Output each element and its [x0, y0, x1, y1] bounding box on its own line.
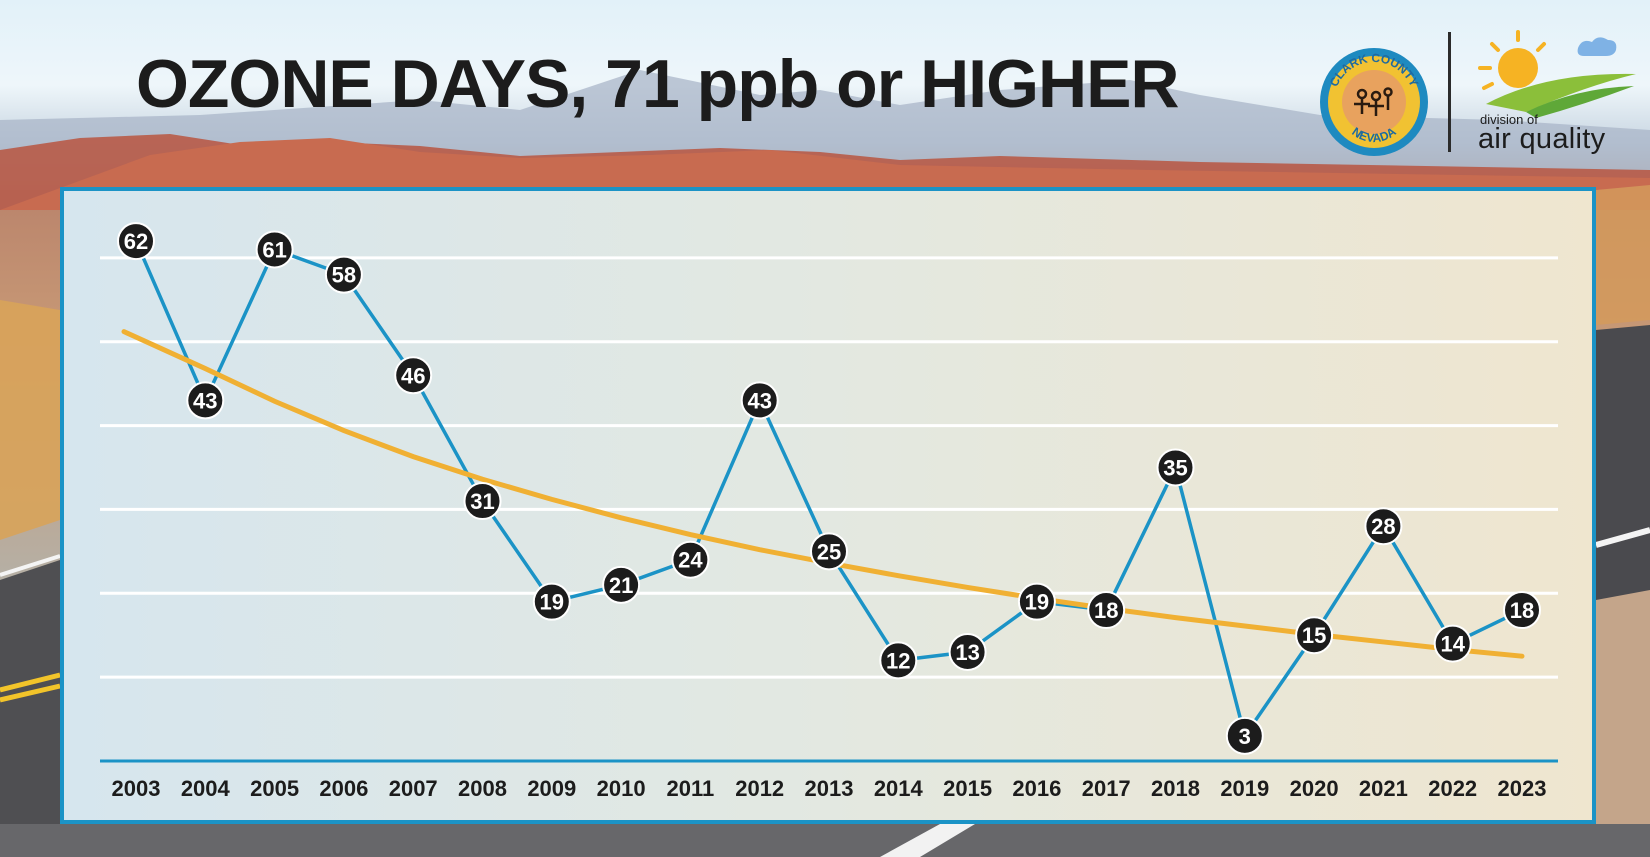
gridlines — [100, 256, 1558, 679]
series-line-ozone-days — [134, 240, 1523, 738]
x-tick-label-2011: 2011 — [667, 776, 715, 801]
x-tick-label-2021: 2021 — [1359, 776, 1408, 801]
x-tick-label-2010: 2010 — [597, 776, 646, 801]
data-marker — [1364, 507, 1403, 546]
x-tick-label-2009: 2009 — [527, 776, 576, 801]
data-label: 31 — [470, 489, 494, 514]
data-label: 18 — [1510, 598, 1534, 623]
data-marker — [1225, 716, 1264, 755]
x-tick-label-2005: 2005 — [250, 776, 299, 801]
data-point-2008: 31 — [463, 482, 502, 521]
x-tick-label-2012: 2012 — [735, 776, 784, 801]
x-tick-label-2022: 2022 — [1428, 776, 1477, 801]
data-label: 46 — [401, 363, 425, 388]
x-tick-label-2006: 2006 — [319, 776, 368, 801]
data-point-2007: 46 — [394, 356, 433, 395]
data-label: 14 — [1440, 632, 1465, 657]
data-label: 35 — [1163, 456, 1187, 481]
data-label: 58 — [332, 263, 356, 288]
data-point-2009: 19 — [532, 582, 571, 621]
data-marker — [463, 482, 502, 521]
clark-county-seal-logo: CLARK COUNTY NEVADA — [1320, 48, 1428, 156]
data-label: 61 — [262, 237, 286, 262]
x-tick-label-2016: 2016 — [1012, 776, 1061, 801]
data-point-2013: 25 — [810, 532, 848, 571]
division-of-air-quality-logo — [1478, 30, 1636, 118]
logo-divider — [1448, 32, 1451, 152]
data-point-2015: 13 — [948, 632, 987, 671]
data-point-2023: 18 — [1503, 591, 1541, 630]
x-tick-label-2013: 2013 — [805, 776, 854, 801]
x-tick-label-2003: 2003 — [112, 776, 161, 801]
data-marker — [810, 532, 848, 571]
data-label: 3 — [1239, 724, 1251, 749]
data-marker — [948, 632, 987, 671]
data-point-2004: 43 — [186, 381, 225, 420]
data-label: 15 — [1302, 623, 1326, 648]
data-label: 25 — [817, 539, 841, 564]
data-label: 43 — [193, 388, 217, 413]
data-label: 43 — [747, 388, 771, 413]
trend-line — [121, 329, 1525, 659]
data-point-2016: 19 — [1017, 582, 1056, 621]
data-marker — [532, 582, 571, 621]
data-marker — [1503, 591, 1541, 630]
data-label: 13 — [955, 640, 979, 665]
data-point-2005: 61 — [255, 230, 294, 269]
x-tick-label-2015: 2015 — [943, 776, 992, 801]
data-marker — [602, 565, 641, 604]
data-marker — [1433, 624, 1472, 663]
data-label: 19 — [540, 590, 564, 615]
data-marker — [394, 356, 433, 395]
data-point-2010: 21 — [602, 565, 641, 604]
data-marker — [324, 255, 363, 294]
data-point-2012: 43 — [740, 381, 779, 420]
data-label: 24 — [678, 548, 703, 573]
data-marker — [117, 222, 155, 261]
data-point-2017: 18 — [1087, 591, 1126, 630]
data-label: 28 — [1371, 514, 1395, 539]
data-point-2006: 58 — [324, 255, 363, 294]
x-axis-tick-labels: 2003 2004 2005 2006 2007 2008 2009 2010 2011 2012… — [112, 776, 1547, 801]
data-point-2022: 14 — [1433, 624, 1472, 663]
svg-text:NEVADA: NEVADA — [1349, 124, 1399, 145]
x-tick-label-2007: 2007 — [389, 776, 438, 801]
x-tick-label-2019: 2019 — [1220, 776, 1269, 801]
x-tick-label-2023: 2023 — [1498, 776, 1547, 801]
data-label: 62 — [124, 229, 148, 254]
chart-panel — [60, 187, 1596, 824]
data-label: 19 — [1025, 590, 1049, 615]
data-marker — [1156, 448, 1195, 487]
data-marker — [1295, 616, 1334, 655]
data-point-2014: 12 — [879, 641, 918, 680]
data-marker — [740, 381, 779, 420]
x-tick-label-2014: 2014 — [874, 776, 924, 801]
x-tick-label-2004: 2004 — [181, 776, 231, 801]
data-label: 12 — [886, 648, 910, 673]
daq-logo-big-text: air quality — [1478, 123, 1606, 155]
x-tick-label-2008: 2008 — [458, 776, 507, 801]
data-marker — [186, 381, 225, 420]
data-markers: 62 43 61 58 46 31 19 21 24 43 25 12 13 19 18 35 3 15 28 14 1… — [117, 222, 1541, 755]
data-point-2003: 62 — [117, 222, 155, 261]
data-marker — [1087, 591, 1126, 630]
daq-logo-small-text: division of — [1480, 112, 1538, 127]
data-marker — [671, 540, 710, 579]
x-tick-label-2017: 2017 — [1082, 776, 1131, 801]
data-label: 18 — [1094, 598, 1118, 623]
data-point-2019: 3 — [1225, 716, 1264, 755]
data-point-2011: 24 — [671, 540, 710, 579]
data-marker — [879, 641, 918, 680]
data-point-2020: 15 — [1295, 616, 1334, 655]
data-point-2021: 28 — [1364, 507, 1403, 546]
data-marker — [1017, 582, 1056, 621]
data-marker — [255, 230, 294, 269]
data-point-2018: 35 — [1156, 448, 1195, 487]
page-title: OZONE DAYS, 71 ppb or HIGHER — [136, 46, 1180, 122]
x-tick-label-2018: 2018 — [1151, 776, 1200, 801]
data-label: 21 — [609, 573, 633, 598]
x-tick-label-2020: 2020 — [1290, 776, 1339, 801]
